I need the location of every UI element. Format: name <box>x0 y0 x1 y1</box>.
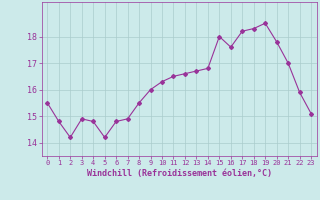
X-axis label: Windchill (Refroidissement éolien,°C): Windchill (Refroidissement éolien,°C) <box>87 169 272 178</box>
